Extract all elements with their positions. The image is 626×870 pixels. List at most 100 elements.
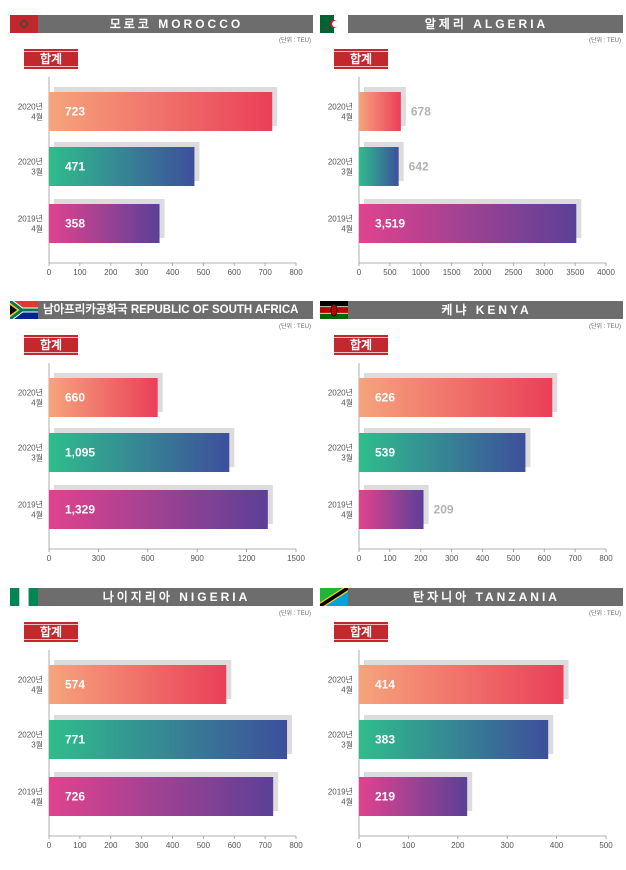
x-tick-label: 300 <box>445 554 459 563</box>
category-label-year: 2020년 <box>328 443 353 453</box>
x-tick-label: 500 <box>197 268 211 277</box>
x-tick-label: 500 <box>383 268 397 277</box>
category-label-year: 2019년 <box>18 214 43 224</box>
x-tick-label: 0 <box>47 841 52 850</box>
x-tick-label: 400 <box>550 841 564 850</box>
category-label-month: 4월 <box>31 224 43 234</box>
nigeria-flag-icon <box>10 588 38 606</box>
bar <box>49 665 227 704</box>
data-label: 209 <box>434 503 454 517</box>
bar <box>359 147 399 186</box>
x-tick-label: 600 <box>228 841 242 850</box>
chart-header: 케냐 KENYA <box>320 301 623 319</box>
chart-header: 탄자니아 TANZANIA <box>320 588 623 606</box>
unit-label: (단위 : TEU) <box>588 611 621 617</box>
category-label-year: 2020년 <box>18 157 43 167</box>
category-label-month: 4월 <box>341 224 353 234</box>
chart-header: 알제리 ALGERIA <box>320 15 623 33</box>
category-label-month: 4월 <box>341 112 353 122</box>
x-tick-label: 1200 <box>238 554 256 563</box>
category-label-year: 2020년 <box>18 443 43 453</box>
x-tick-label: 100 <box>402 841 416 850</box>
data-label: 1,329 <box>65 503 95 517</box>
x-tick-label: 100 <box>383 554 397 563</box>
unit-label: (단위 : TEU) <box>278 611 311 617</box>
x-tick-label: 100 <box>73 268 87 277</box>
unit-label: (단위 : TEU) <box>588 38 621 44</box>
x-tick-label: 200 <box>451 841 465 850</box>
data-label: 660 <box>65 391 85 405</box>
category-label-year: 2020년 <box>18 388 43 398</box>
category-label-year: 2020년 <box>328 675 353 685</box>
x-tick-label: 300 <box>135 268 149 277</box>
x-tick-label: 200 <box>104 268 118 277</box>
x-tick-label: 600 <box>538 554 552 563</box>
sum-badge: 합계 <box>334 49 388 69</box>
data-label: 539 <box>375 446 395 460</box>
x-tick-label: 700 <box>568 554 582 563</box>
category-label-month: 3월 <box>341 453 353 463</box>
chart-title: 케냐 KENYA <box>441 303 532 317</box>
data-label: 1,095 <box>65 446 95 460</box>
data-label: 383 <box>375 733 395 747</box>
unit-label: (단위 : TEU) <box>278 38 311 44</box>
category-label-month: 4월 <box>31 797 43 807</box>
x-tick-label: 4000 <box>597 268 615 277</box>
tanzania-flag-icon <box>320 588 348 606</box>
category-label-month: 4월 <box>31 685 43 695</box>
bar <box>49 147 195 186</box>
bar <box>49 92 273 131</box>
category-label-month: 4월 <box>341 510 353 520</box>
unit-label: (단위 : TEU) <box>278 324 311 330</box>
x-tick-label: 1000 <box>412 268 430 277</box>
x-tick-label: 2000 <box>474 268 492 277</box>
chart-panel-south-africa: 남아프리카공화국 REPUBLIC OF SOUTH AFRICA (단위 : T… <box>10 301 313 571</box>
x-tick-label: 700 <box>258 268 272 277</box>
data-label: 726 <box>65 790 85 804</box>
chart-panel-tanzania: 탄자니아 TANZANIA (단위 : TEU) 합계 0 100 200 300 400 50… <box>320 588 623 858</box>
bar <box>359 378 553 417</box>
chart-header: 나이지리아 NIGERIA <box>10 588 313 606</box>
chart-panel-nigeria: 나이지리아 NIGERIA (단위 : TEU) 합계 0 100 200 300 400 50… <box>10 588 313 858</box>
data-label: 3,519 <box>375 217 405 231</box>
bar <box>49 204 160 243</box>
chart-title: 탄자니아 TANZANIA <box>413 590 560 604</box>
x-tick-label: 200 <box>414 554 428 563</box>
category-label-month: 4월 <box>31 398 43 408</box>
x-tick-label: 300 <box>501 841 515 850</box>
chart-panel-morocco: 모로코 MOROCCO (단위 : TEU) 합계 0 100 200 300 400 500 6… <box>10 15 313 285</box>
bar <box>49 777 274 816</box>
x-tick-label: 200 <box>104 841 118 850</box>
chart-title: 나이지리아 NIGERIA <box>102 590 251 604</box>
data-label: 723 <box>65 105 85 119</box>
chart-header: 남아프리카공화국 REPUBLIC OF SOUTH AFRICA <box>10 301 313 319</box>
category-label-month: 4월 <box>31 510 43 520</box>
category-label-year: 2020년 <box>328 102 353 112</box>
x-tick-label: 3500 <box>566 268 584 277</box>
x-tick-label: 0 <box>47 554 52 563</box>
category-label-year: 2020년 <box>328 388 353 398</box>
category-label-month: 4월 <box>341 797 353 807</box>
category-label-year: 2019년 <box>328 500 353 510</box>
x-tick-label: 1500 <box>443 268 461 277</box>
bar <box>359 665 564 704</box>
category-label-year: 2019년 <box>328 787 353 797</box>
category-label-month: 4월 <box>31 112 43 122</box>
bar <box>359 204 577 243</box>
bar <box>359 92 401 131</box>
bar <box>359 490 424 529</box>
data-label: 678 <box>411 105 431 119</box>
data-label: 771 <box>65 733 85 747</box>
category-label-year: 2020년 <box>328 157 353 167</box>
bar <box>49 433 230 472</box>
x-tick-label: 900 <box>191 554 205 563</box>
category-label-year: 2019년 <box>328 214 353 224</box>
category-label-month: 4월 <box>341 685 353 695</box>
chart-title: 모로코 MOROCCO <box>109 17 244 31</box>
x-tick-label: 500 <box>507 554 521 563</box>
x-tick-label: 400 <box>166 841 180 850</box>
x-tick-label: 3000 <box>535 268 553 277</box>
